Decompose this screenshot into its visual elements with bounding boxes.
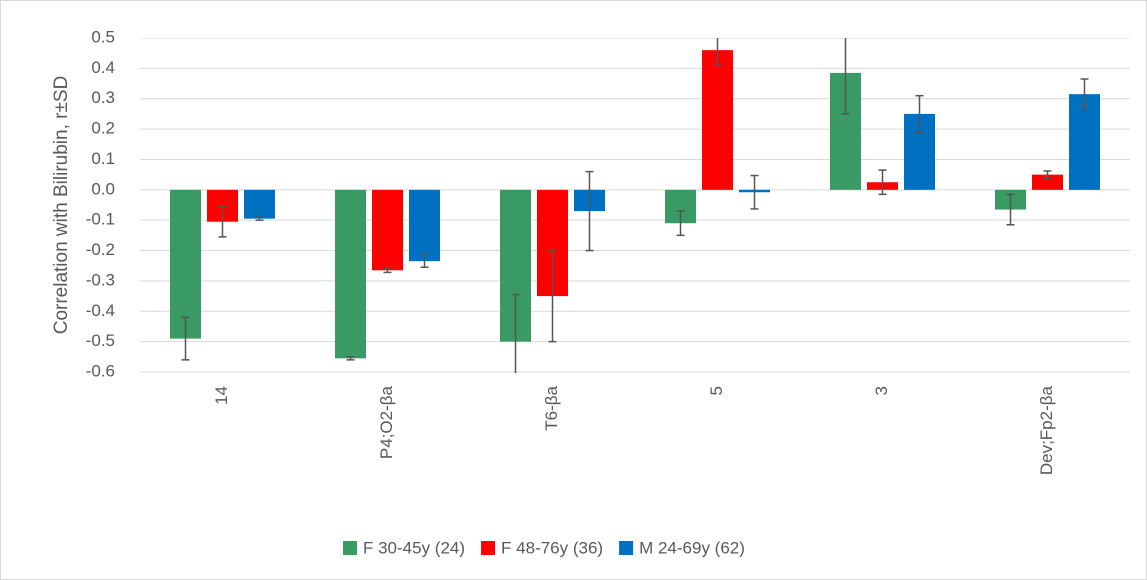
- error-bar: [181, 316, 190, 361]
- y-tick-label: 0.0: [91, 179, 115, 198]
- error-bar: [1080, 78, 1089, 111]
- error-bar: [1006, 193, 1015, 226]
- error-bar: [218, 205, 227, 238]
- error-bar: [713, 38, 722, 67]
- bar: [1069, 94, 1100, 190]
- y-tick-label: 0.1: [91, 149, 115, 168]
- bar: [372, 189, 403, 271]
- y-tick-label: -0.2: [86, 240, 115, 259]
- bar: [335, 189, 366, 359]
- error-bar: [383, 267, 392, 274]
- x-tick-label: P4;O2-βa: [377, 385, 396, 459]
- error-bar: [585, 170, 594, 252]
- legend: F 30-45y (24) F 48-76y (36) M 24-69y (62): [343, 538, 745, 557]
- error-bar: [255, 216, 264, 221]
- error-bar: [676, 210, 685, 237]
- legend-label: M 24-69y (62): [639, 538, 745, 557]
- bar: [702, 50, 733, 190]
- y-tick-label: -0.4: [86, 301, 115, 320]
- y-tick-label: -0.5: [86, 331, 115, 350]
- y-tick-label: 0.4: [91, 58, 115, 77]
- y-tick-label: 0.3: [91, 88, 115, 107]
- bar: [1032, 174, 1063, 190]
- x-tick-label: 14: [212, 386, 231, 405]
- error-bar: [841, 38, 850, 115]
- legend-swatch: [619, 541, 634, 555]
- bar: [409, 189, 440, 262]
- error-bar: [1043, 170, 1052, 180]
- error-bar: [750, 174, 759, 210]
- bar: [170, 189, 201, 339]
- bar: [244, 189, 275, 219]
- y-axis-title: Correlation with Bilirubin, r±SD: [51, 76, 72, 335]
- error-bar: [878, 169, 887, 196]
- y-tick-label: -0.6: [86, 361, 115, 380]
- x-tick-label: T6-βa: [542, 385, 561, 430]
- x-tick-label: 3: [872, 386, 891, 395]
- error-bar: [548, 249, 557, 343]
- legend-swatch: [343, 541, 357, 555]
- error-bar: [511, 293, 520, 373]
- y-tick-label: -0.3: [86, 270, 115, 289]
- y-tick-label: -0.1: [86, 210, 115, 229]
- x-tick-label: 5: [707, 386, 726, 395]
- error-bar: [915, 94, 924, 133]
- legend-label: F 48-76y (36): [501, 538, 603, 557]
- legend-swatch: [481, 541, 496, 555]
- legend-label: F 30-45y (24): [363, 538, 465, 557]
- plot-area: [140, 38, 1130, 373]
- x-tick-label: Dev;Fp2-βa: [1037, 385, 1056, 475]
- y-tick-label: 0.5: [91, 27, 115, 46]
- error-bar: [420, 254, 429, 268]
- y-tick-label: 0.2: [91, 119, 115, 138]
- error-bar: [346, 356, 355, 361]
